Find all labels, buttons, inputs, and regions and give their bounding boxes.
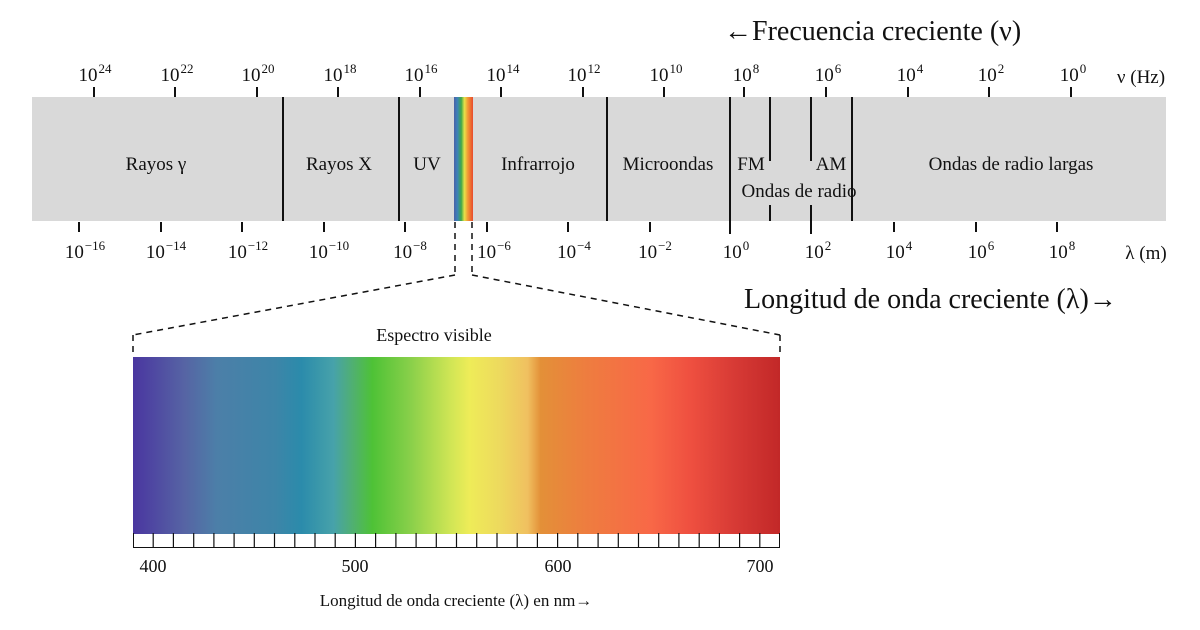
wl-tick [160, 222, 162, 232]
freq-tick [256, 87, 258, 97]
freq-tick [500, 87, 502, 97]
freq-tick [988, 87, 990, 97]
region-infrared: Infrarrojo [501, 154, 575, 175]
nm-tick-label-400: 400 [139, 556, 167, 576]
freq-tick [743, 87, 745, 97]
freq-tick-label: 108 [732, 61, 760, 86]
wl-tick-label: 10−2 [638, 238, 672, 263]
freq-tick-label: 1010 [649, 61, 683, 86]
freq-tick-label: 104 [896, 61, 924, 86]
divider-am-longwave [851, 97, 853, 221]
divider-fm-bottom [769, 205, 771, 221]
region-fm: FM [737, 154, 765, 175]
freq-tick [1070, 87, 1072, 97]
wl-tick-label: 10−8 [393, 238, 427, 263]
wl-tick [78, 222, 80, 232]
region-x-rays: Rayos X [306, 154, 372, 175]
freq-tick [337, 87, 339, 97]
freq-tick-label: 1012 [567, 61, 601, 86]
freq-tick [582, 87, 584, 97]
region-long-radio-waves: Ondas de radio largas [928, 154, 1094, 175]
freq-tick-label: 1016 [404, 61, 438, 86]
wl-tick [893, 222, 895, 232]
wl-tick-label: 10−6 [477, 238, 511, 263]
visible-spectrum-title: Espectro visible [376, 325, 492, 345]
freq-tick-label: 100 [1059, 61, 1087, 86]
region-gamma-rays: Rayos γ [125, 154, 187, 175]
wl-tick-label: 104 [885, 238, 913, 263]
wl-tick [567, 222, 569, 232]
wl-tick [323, 222, 325, 232]
wl-tick-label: 102 [804, 238, 832, 263]
divider-microwave-fm [729, 97, 731, 234]
wl-tick [404, 222, 406, 232]
wl-tick [1056, 222, 1058, 232]
spectrum-band [32, 97, 1166, 221]
frequency-unit-label: ν (Hz) [1116, 67, 1166, 88]
wl-tick-label: 10−10 [308, 238, 350, 263]
wl-tick [975, 222, 977, 232]
wl-tick-label: 108 [1048, 238, 1076, 263]
wl-tick-label: 10−14 [145, 238, 187, 263]
divider-gamma-xray [282, 97, 284, 221]
wl-tick-label: 100 [722, 238, 750, 263]
divider-ir-microwave [606, 97, 608, 221]
wl-tick-label: 10−12 [227, 238, 269, 263]
wl-tick [649, 222, 651, 232]
freq-tick-label: 1018 [323, 61, 357, 86]
region-radio-waves: Ondas de radio [741, 181, 857, 202]
freq-tick-label: 1014 [486, 61, 520, 86]
freq-tick [93, 87, 95, 97]
region-am: AM [815, 154, 847, 175]
freq-tick [419, 87, 421, 97]
visible-light-strip [454, 97, 473, 221]
divider-fm-top [769, 97, 771, 161]
wl-tick [241, 222, 243, 232]
nm-tick-label-700: 700 [746, 556, 774, 576]
nm-tick-label-500: 500 [341, 556, 369, 576]
divider-am-bottom [810, 205, 812, 234]
freq-tick [663, 87, 665, 97]
freq-tick [825, 87, 827, 97]
freq-tick [174, 87, 176, 97]
region-microwaves: Microondas [622, 154, 714, 175]
divider-xray-uv [398, 97, 400, 221]
wl-tick [486, 222, 488, 232]
freq-tick [907, 87, 909, 97]
region-uv: UV [413, 154, 441, 175]
freq-tick-label: 102 [977, 61, 1005, 86]
visible-spectrum-xlabel: Longitud de onda creciente (λ) en nm→ [319, 591, 593, 610]
wl-tick-label: 106 [967, 238, 995, 263]
wl-tick-label: 10−16 [64, 238, 106, 263]
visible-spectrum-bar [133, 357, 780, 534]
wavelength-axis-title: Longitud de onda creciente (λ)→ [744, 284, 1117, 315]
freq-tick-label: 1020 [241, 61, 275, 86]
freq-tick-label: 106 [814, 61, 842, 86]
nm-tick-label-600: 600 [544, 556, 572, 576]
wavelength-unit-label: λ (m) [1125, 243, 1167, 264]
freq-tick-label: 1022 [160, 61, 194, 86]
wl-tick-label: 10−4 [557, 238, 591, 263]
divider-am-top [810, 97, 812, 161]
frequency-axis-title: ←Frecuencia creciente (ν) [724, 16, 1022, 47]
freq-tick-label: 1024 [78, 61, 112, 86]
